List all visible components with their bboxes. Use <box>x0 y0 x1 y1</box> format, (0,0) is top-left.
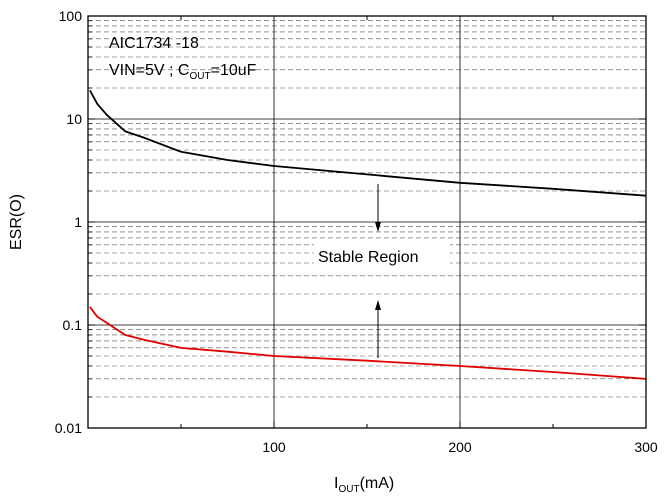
y-tick-label: 1 <box>74 214 82 230</box>
y-tick-label: 100 <box>59 8 83 24</box>
y-axis-label: ESR(O) <box>8 194 25 250</box>
y-tick-label: 0.1 <box>63 317 83 333</box>
x-tick-label: 300 <box>634 439 658 455</box>
lower-esr-limit-line <box>89 306 647 380</box>
y-tick-label: 0.01 <box>55 420 82 436</box>
region-label-backdrop <box>314 243 450 267</box>
series-lines <box>89 89 647 380</box>
stable-region-label: Stable Region <box>318 249 419 266</box>
up-arrow <box>375 300 381 358</box>
upper-esr-limit-line <box>89 89 647 197</box>
down-arrow <box>375 184 381 232</box>
x-tick-label: 100 <box>262 439 286 455</box>
axis-ticks: 0.01 0.1 1 10 100 100 200 300 <box>55 8 658 455</box>
annotation-box: AIC1734 -18 VIN=5V ; COUT=10uF <box>109 35 257 82</box>
x-axis-label: IOUT(mA) <box>334 475 394 495</box>
annotation-conditions: VIN=5V ; COUT=10uF <box>109 62 257 82</box>
grid-lines <box>88 15 647 429</box>
x-tick-label: 200 <box>448 439 472 455</box>
annotation-title: AIC1734 -18 <box>109 35 199 52</box>
y-tick-label: 10 <box>66 111 82 127</box>
